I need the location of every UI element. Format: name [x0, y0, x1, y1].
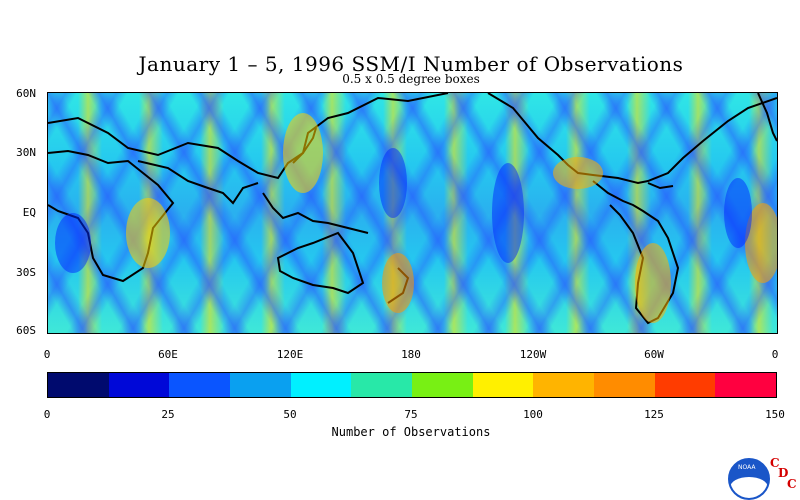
- colorbar-segment: [715, 373, 777, 397]
- x-tick-label: 60E: [158, 348, 178, 361]
- colorbar-tick-label: 100: [523, 408, 543, 421]
- colorbar-tick-label: 125: [644, 408, 664, 421]
- colorbar-tick-label: 50: [283, 408, 297, 421]
- colorbar-segment: [108, 373, 170, 397]
- x-tick-label: 120W: [519, 348, 547, 361]
- cdc-letter: C: [787, 477, 797, 491]
- noaa-logo-text: NOAA: [738, 464, 756, 471]
- colorbar-segment: [594, 373, 655, 397]
- map-subtitle: 0.5 x 0.5 degree boxes: [342, 72, 480, 86]
- colorbar-tick-label: 75: [404, 408, 418, 421]
- colorbar-title: Number of Observations: [331, 425, 491, 439]
- colorbar-tick-label: 0: [43, 408, 51, 421]
- colorbar-segment: [533, 373, 595, 397]
- x-tick-label: 120E: [276, 348, 304, 361]
- observation-map: [47, 92, 778, 334]
- colorbar-segment: [472, 373, 534, 397]
- noaa-logo: NOAA: [728, 458, 770, 500]
- colorbar-segment: [48, 373, 109, 397]
- x-tick-label: 60W: [644, 348, 664, 361]
- map-title: January 1 – 5, 1996 SSM/I Number of Obse…: [138, 52, 684, 76]
- x-tick-label: 0: [771, 348, 779, 361]
- cdc-letter: D: [778, 466, 789, 480]
- y-tick-label: 30N: [16, 146, 36, 159]
- y-tick-label: 60S: [16, 324, 36, 337]
- colorbar-segment: [230, 373, 291, 397]
- colorbar: [47, 372, 777, 398]
- x-tick-label: 180: [401, 348, 421, 361]
- continent-outlines: [48, 93, 777, 325]
- colorbar-segment: [412, 373, 473, 397]
- colorbar-segment: [654, 373, 716, 397]
- colorbar-segment: [290, 373, 352, 397]
- colorbar-tick-label: 25: [161, 408, 175, 421]
- colorbar-segment: [351, 373, 413, 397]
- x-tick-label: 0: [43, 348, 51, 361]
- cdc-letter: C: [770, 456, 780, 470]
- y-tick-label: EQ: [22, 206, 36, 219]
- y-tick-label: 30S: [16, 266, 36, 279]
- y-tick-label: 60N: [16, 87, 36, 100]
- colorbar-segment: [169, 373, 231, 397]
- colorbar-tick-label: 150: [765, 408, 785, 421]
